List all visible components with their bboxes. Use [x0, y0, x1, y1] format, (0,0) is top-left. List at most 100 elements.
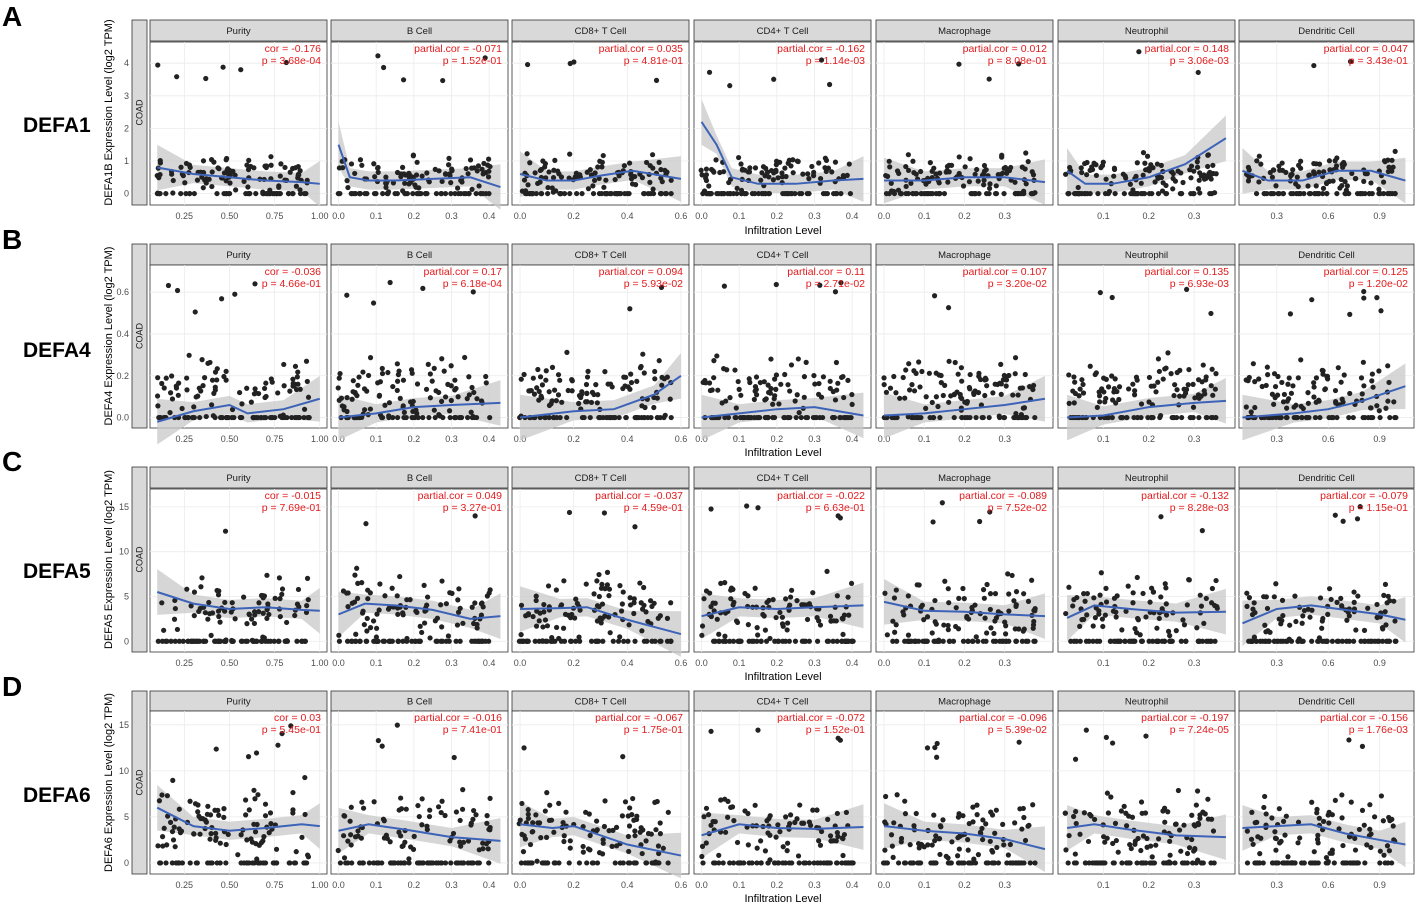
- data-point: [1322, 386, 1328, 393]
- data-point: [1142, 160, 1148, 166]
- data-point: [1181, 622, 1188, 628]
- data-point: [961, 596, 967, 602]
- data-point: [811, 372, 817, 379]
- data-point: [993, 190, 1000, 197]
- correlation-label: cor = 0.03: [274, 712, 321, 724]
- p-value-label: p = 5.45e-01: [262, 724, 321, 736]
- data-point: [668, 414, 674, 421]
- x-tick-label: 0.1: [918, 211, 931, 221]
- data-point: [922, 638, 928, 644]
- data-point: [1165, 350, 1171, 356]
- data-point: [1258, 161, 1264, 167]
- data-point: [364, 628, 370, 634]
- data-point: [403, 806, 409, 812]
- data-point: [1319, 367, 1325, 373]
- data-point: [1253, 638, 1260, 644]
- data-point: [341, 833, 347, 839]
- data-point: [1284, 405, 1290, 411]
- x-tick-label: 0.0: [878, 434, 891, 444]
- data-point: [1077, 831, 1083, 837]
- data-point: [354, 565, 360, 571]
- data-point: [1348, 799, 1354, 805]
- data-point: [1100, 623, 1106, 630]
- data-point: [945, 627, 951, 633]
- data-point: [455, 597, 461, 603]
- data-point: [170, 177, 176, 184]
- data-point: [932, 838, 938, 844]
- data-point: [699, 623, 706, 629]
- data-point: [569, 388, 575, 394]
- data-point: [654, 414, 660, 421]
- data-point: [728, 596, 734, 602]
- data-point: [352, 572, 358, 578]
- data-point: [1066, 400, 1072, 406]
- data-point: [448, 363, 454, 369]
- data-point: [837, 414, 843, 421]
- data-point: [200, 158, 207, 164]
- data-point: [1179, 190, 1185, 197]
- data-point: [246, 157, 252, 163]
- data-point: [1350, 414, 1356, 421]
- data-point: [773, 614, 779, 621]
- data-point: [155, 638, 161, 644]
- facet-title: Dendritic Cell: [1298, 473, 1355, 484]
- data-point: [933, 171, 939, 177]
- data-point: [1111, 173, 1117, 179]
- data-point: [1369, 378, 1375, 384]
- data-point: [1298, 357, 1304, 363]
- data-point: [574, 190, 580, 197]
- data-point: [1252, 379, 1258, 385]
- data-point: [402, 180, 408, 186]
- data-point: [1256, 860, 1263, 866]
- data-point: [1134, 615, 1141, 622]
- data-point: [469, 186, 475, 192]
- data-point: [361, 621, 367, 628]
- x-tick-label: 0.25: [176, 658, 194, 668]
- data-point: [665, 809, 671, 815]
- data-point: [983, 821, 989, 827]
- x-tick-label: 0.1: [733, 211, 746, 221]
- data-point: [599, 164, 605, 170]
- data-point: [932, 744, 938, 751]
- p-value-label: p = 3.43e-01: [1349, 55, 1408, 67]
- data-point: [929, 399, 935, 406]
- x-tick-label: 0.1: [733, 658, 746, 668]
- data-point: [653, 77, 660, 83]
- data-point: [546, 414, 552, 421]
- data-point: [169, 860, 175, 866]
- data-point: [1385, 860, 1391, 866]
- data-point: [1264, 605, 1271, 612]
- data-point: [610, 827, 616, 833]
- data-point: [712, 638, 718, 644]
- gene-label-defa6: DEFA6: [23, 784, 91, 807]
- data-point: [352, 834, 359, 840]
- data-point: [940, 638, 946, 644]
- data-point: [964, 398, 970, 405]
- data-point: [892, 414, 898, 421]
- data-point: [379, 365, 385, 372]
- facet-title: CD4+ T Cell: [757, 473, 809, 484]
- data-point: [747, 165, 753, 171]
- data-point: [949, 839, 955, 845]
- data-point: [907, 860, 914, 866]
- data-point: [752, 388, 758, 394]
- data-point: [984, 630, 990, 636]
- data-point: [1072, 379, 1078, 385]
- panel-label-c: C: [2, 446, 22, 477]
- data-point: [770, 401, 776, 407]
- data-point: [486, 826, 492, 833]
- data-point: [1072, 756, 1079, 762]
- confidence-band: [520, 801, 681, 879]
- data-point: [1029, 190, 1035, 197]
- data-point: [460, 839, 467, 845]
- data-point: [894, 792, 900, 798]
- data-point: [542, 860, 548, 866]
- data-point: [792, 819, 798, 826]
- data-point: [1148, 162, 1154, 168]
- data-point: [233, 187, 239, 193]
- data-point: [415, 414, 421, 421]
- data-point: [838, 279, 844, 286]
- data-point: [1359, 743, 1366, 749]
